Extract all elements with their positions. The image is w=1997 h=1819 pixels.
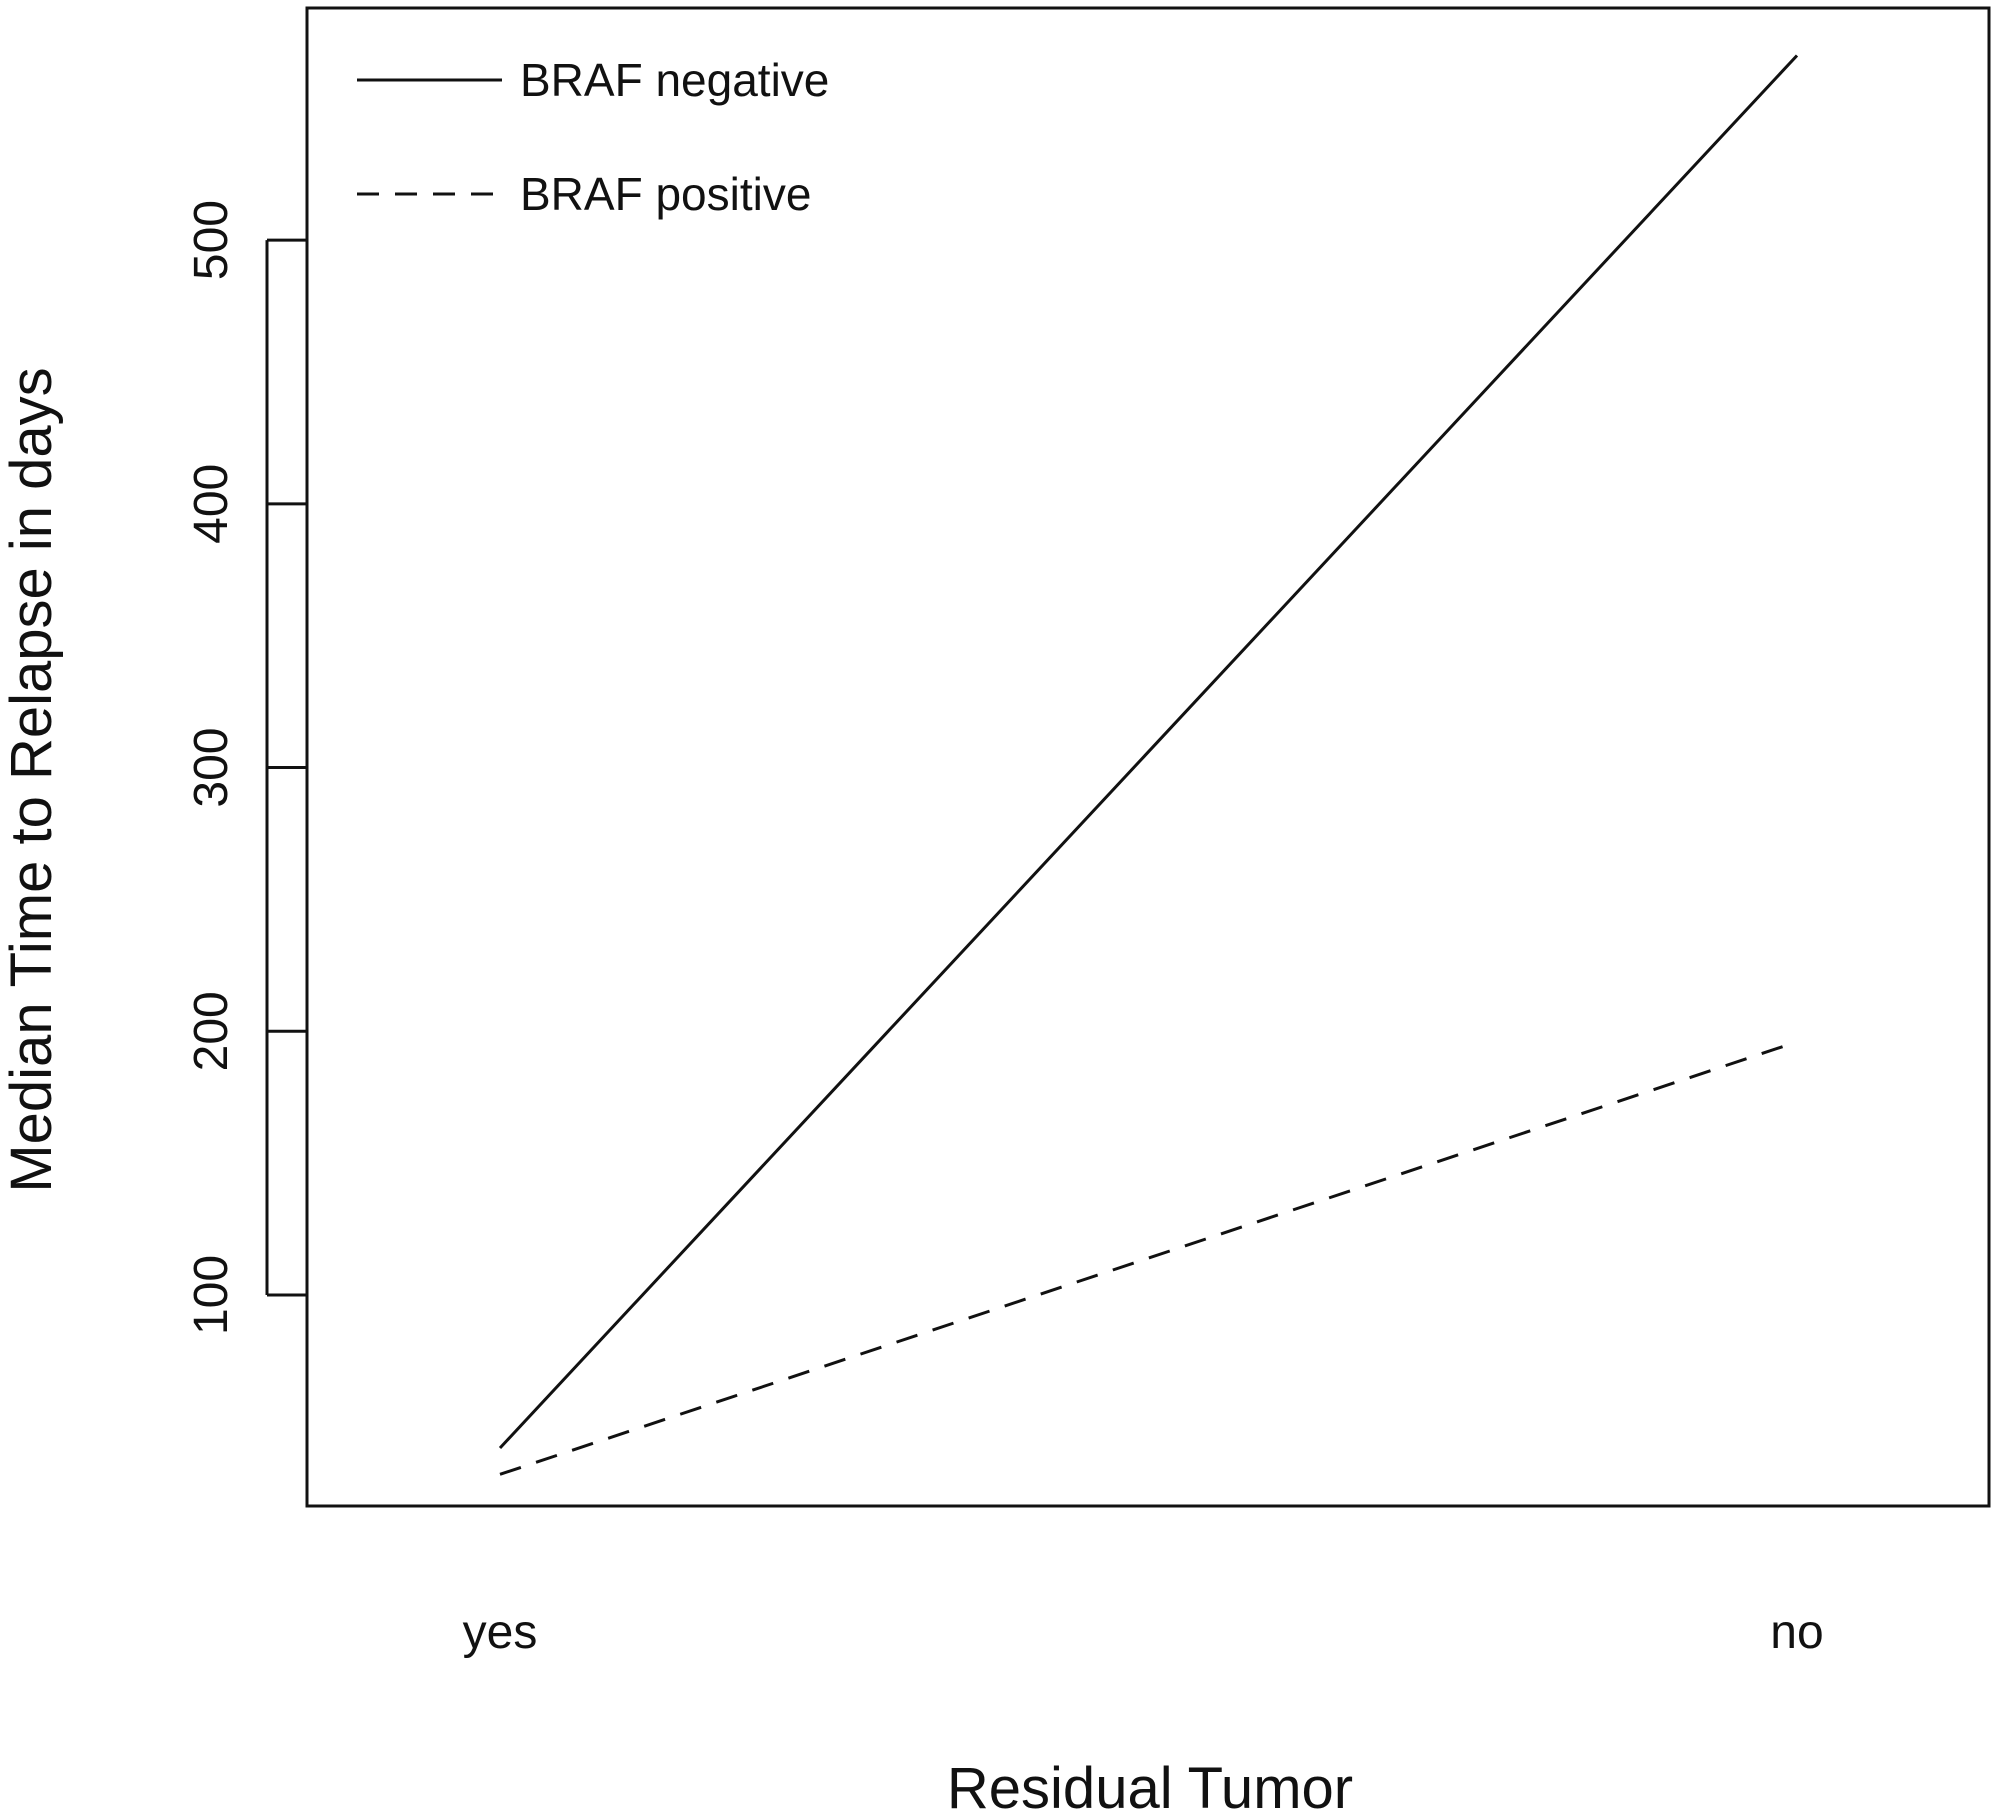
y-tick-label: 200 xyxy=(185,991,238,1071)
x-tick-label: yes xyxy=(463,1606,538,1659)
legend-label: BRAF negative xyxy=(520,54,829,106)
x-axis-title: Residual Tumor xyxy=(947,1756,1353,1819)
x-axis: yes no xyxy=(463,1606,1824,1659)
series-line-1 xyxy=(498,54,1799,1450)
legend: BRAF negative BRAF positive xyxy=(357,54,829,220)
y-axis-title: Median Time to Relapse in days xyxy=(0,367,64,1192)
y-tick-label: 100 xyxy=(185,1255,238,1335)
y-axis: 100 200 300 400 500 xyxy=(185,200,307,1335)
series-group xyxy=(498,54,1799,1476)
plot-frame xyxy=(305,6,1991,1508)
x-tick-label: no xyxy=(1770,1606,1823,1659)
y-tick-label: 400 xyxy=(185,464,238,544)
plot-area: 100 200 300 400 500 BRAF negative BRAF positi… xyxy=(185,6,1991,1508)
legend-label: BRAF positive xyxy=(520,168,811,220)
y-tick-label: 300 xyxy=(185,728,238,808)
series-line-2 xyxy=(499,1040,1798,1476)
y-tick-label: 500 xyxy=(185,200,238,280)
